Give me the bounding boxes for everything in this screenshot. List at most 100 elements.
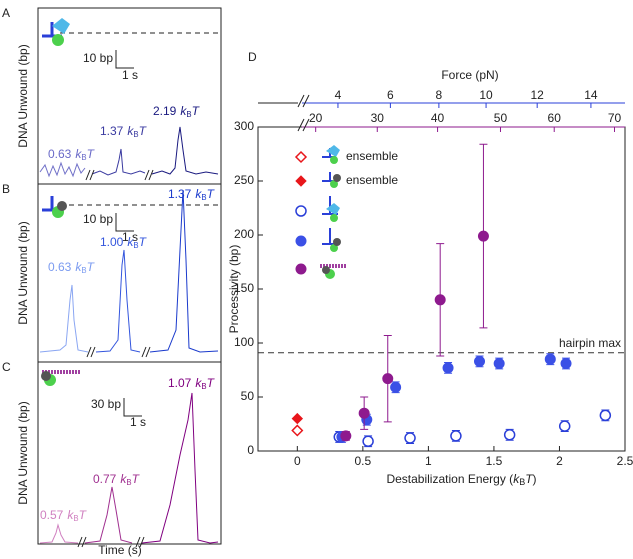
scale-x-label: 1 s (130, 415, 146, 429)
legend-marker (295, 175, 307, 187)
unit-sub: B (133, 130, 138, 139)
unit-t: T (139, 235, 148, 249)
energy-value: 0.57 (40, 508, 64, 522)
x-axis-label-part: B (519, 477, 525, 487)
point (493, 358, 505, 370)
y-tick-label: 200 (234, 227, 254, 241)
top-axis-label: Force (pN) (441, 68, 498, 82)
point (390, 381, 402, 393)
unit-k: k (75, 147, 82, 161)
point (362, 435, 374, 448)
reference-label: hairpin max (559, 336, 621, 350)
trace (39, 161, 86, 178)
energy-value: 2.19 (153, 104, 177, 118)
scale-bars (115, 50, 142, 417)
energy-label: 1.37 kBT (100, 124, 148, 139)
y-axis-label: DNA Unwound (bp) (16, 401, 30, 504)
legend-marker (294, 150, 308, 164)
unit-t: T (79, 508, 88, 522)
legend-label: ensemble (346, 173, 398, 187)
energy-label: 1.00 kBT (100, 235, 148, 250)
trace (84, 486, 133, 544)
y-axis-label: DNA Unwound (bp) (16, 44, 30, 147)
scale-x-label: 1 s (122, 230, 138, 244)
y-tick-label: 50 (241, 389, 255, 403)
scale-x-label: 1 s (122, 68, 138, 82)
x-axis-label-part: ) (533, 472, 537, 486)
x-tick-label: 2 (556, 454, 563, 468)
panel-letter: C (2, 360, 11, 374)
scale-y-label: 10 bp (83, 212, 113, 226)
energy-label: 0.63 kBT (48, 260, 96, 275)
point (291, 424, 304, 437)
top-tick-label: 14 (584, 88, 598, 102)
point (477, 230, 489, 242)
unit-t: T (132, 472, 141, 486)
point (599, 409, 612, 422)
x-tick-label: 0 (294, 454, 301, 468)
trace-panels (37, 7, 222, 548)
trace (141, 392, 219, 544)
point (442, 362, 454, 374)
panel-letter: B (2, 182, 10, 196)
energy-label: 1.07 kBT (168, 376, 216, 391)
x-axis-label: Time (s) (98, 543, 142, 557)
icon (42, 18, 70, 46)
top-tick-label: 40 (431, 111, 445, 125)
y-axis-label: DNA Unwound (bp) (16, 221, 30, 324)
energy-value: 1.07 (168, 376, 192, 390)
x-axis-label-part: k (513, 472, 520, 486)
point (474, 355, 486, 367)
unit-k: k (127, 235, 134, 249)
point (434, 294, 446, 306)
energy-value: 0.77 (93, 472, 117, 486)
point (560, 358, 572, 370)
unit-sub: B (81, 266, 86, 275)
legend-marker (295, 235, 307, 247)
energy-value: 1.37 (168, 187, 192, 201)
energy-value: 1.37 (100, 124, 124, 138)
legend-icons (320, 145, 346, 279)
scale-y-label: 10 bp (83, 51, 113, 65)
scale-y-label: 30 bp (91, 397, 121, 411)
unit-t: T (207, 376, 216, 390)
unit-k: k (127, 124, 134, 138)
panel-letter: A (2, 6, 10, 20)
unit-t: T (139, 124, 148, 138)
unit-t: T (87, 147, 96, 161)
point (404, 432, 416, 444)
x-axis-label-part: Destabilization Energy ( (386, 472, 513, 486)
top-tick-label: 10 (479, 88, 493, 102)
break-marks (77, 169, 154, 548)
frame-c (37, 361, 222, 545)
trace (95, 249, 141, 353)
trace (39, 284, 89, 353)
unit-k: k (180, 104, 187, 118)
energy-label: 0.77 kBT (93, 472, 141, 487)
unit-sub: B (126, 478, 131, 487)
point (503, 429, 516, 441)
point (340, 430, 352, 442)
energy-label: 2.19 kBT (153, 104, 201, 119)
x-tick-label: 1 (425, 454, 432, 468)
legend-label: ensemble (346, 149, 398, 163)
y-tick-label: 150 (234, 281, 254, 295)
top-tick-label: 20 (309, 111, 323, 125)
point (382, 373, 394, 385)
point (558, 420, 571, 432)
top-tick-label: 4 (335, 88, 342, 102)
x-tick-label: 1.5 (486, 454, 503, 468)
point (544, 353, 556, 365)
energy-label: 0.57 kBT (40, 508, 88, 523)
unit-k: k (120, 472, 127, 486)
plot-frame (257, 126, 626, 452)
y-tick-label: 0 (247, 443, 254, 457)
y-tick-label: 300 (234, 119, 254, 133)
unit-sub: B (73, 514, 78, 523)
x-axis-label-part: T (525, 472, 534, 486)
unit-sub: B (133, 241, 138, 250)
energy-value: 0.63 (48, 260, 72, 274)
top-tick-label: 70 (608, 111, 622, 125)
unit-sub: B (201, 193, 206, 202)
